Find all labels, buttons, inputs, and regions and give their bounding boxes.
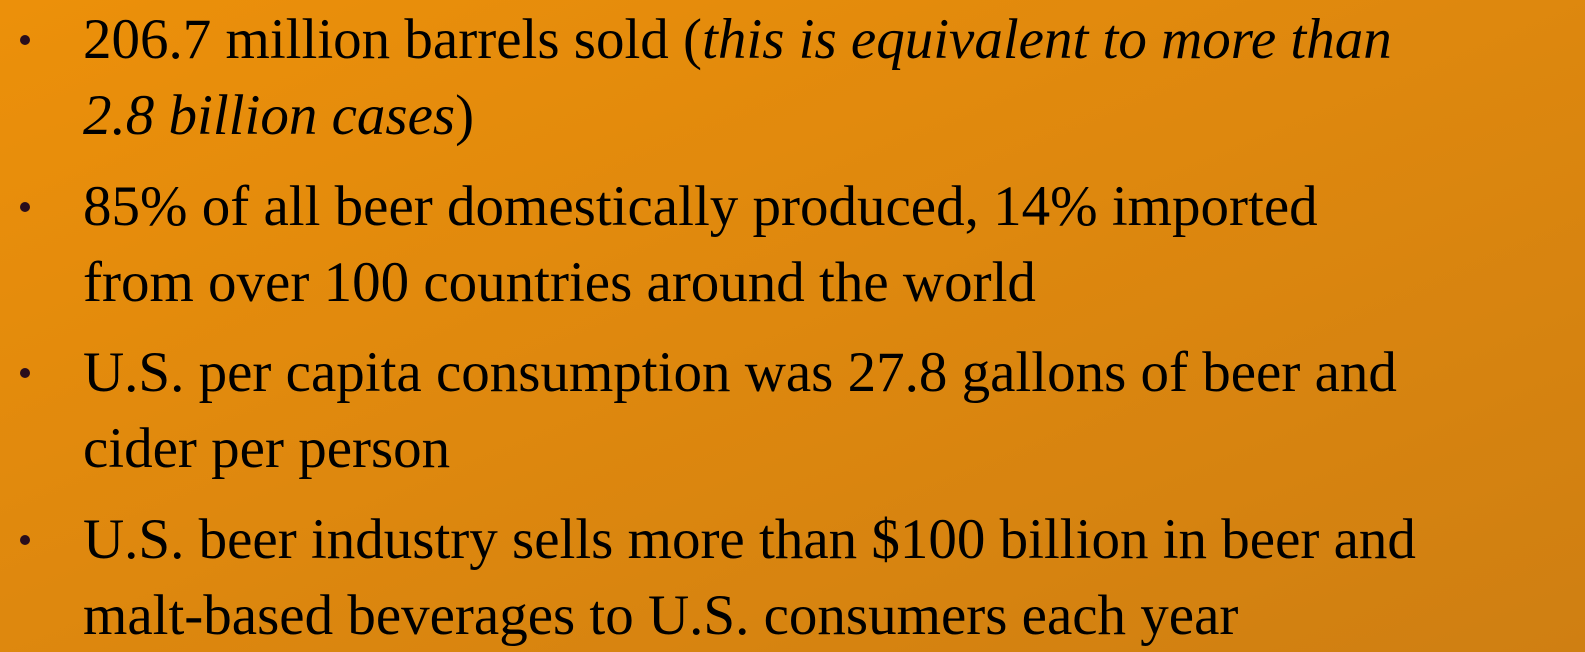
- bullet-dot: [20, 35, 30, 45]
- text-segment: U.S. beer industry sells more than $100 …: [83, 508, 1416, 571]
- text-segment: U.S. per capita consumption was 27.8 gal…: [83, 341, 1397, 404]
- text-segment: 85% of all beer domestically produced, 1…: [83, 175, 1318, 238]
- italic-text: this is equivalent to more than: [702, 8, 1392, 71]
- bullet-item: U.S. per capita consumption was 27.8 gal…: [20, 341, 1397, 480]
- text-segment: cider per person: [83, 417, 450, 480]
- bullet-line: malt-based beverages to U.S. consumers e…: [83, 584, 1238, 647]
- italic-text: 2.8 billion cases: [83, 84, 455, 147]
- bullet-line: U.S. per capita consumption was 27.8 gal…: [83, 341, 1397, 404]
- bullet-item: 85% of all beer domestically produced, 1…: [20, 175, 1318, 314]
- bullet-line: 85% of all beer domestically produced, 1…: [83, 175, 1318, 238]
- text-segment: 206.7 million barrels sold (: [83, 8, 702, 71]
- bullet-list: 206.7 million barrels sold (this is equi…: [20, 8, 1416, 647]
- bullet-dot: [20, 202, 30, 212]
- bullet-item: 206.7 million barrels sold (this is equi…: [20, 8, 1392, 147]
- bullet-line: from over 100 countries around the world: [83, 251, 1036, 314]
- bullet-line: U.S. beer industry sells more than $100 …: [83, 508, 1416, 571]
- bullet-dot: [20, 368, 30, 378]
- bullet-item: U.S. beer industry sells more than $100 …: [20, 508, 1416, 647]
- bullet-line: cider per person: [83, 417, 450, 480]
- text-segment: ): [455, 84, 474, 147]
- text-segment: malt-based beverages to U.S. consumers e…: [83, 584, 1238, 647]
- bullet-dot: [20, 535, 30, 545]
- bullet-line: 2.8 billion cases): [83, 84, 474, 147]
- text-segment: from over 100 countries around the world: [83, 251, 1036, 314]
- bullet-line: 206.7 million barrels sold (this is equi…: [83, 8, 1392, 71]
